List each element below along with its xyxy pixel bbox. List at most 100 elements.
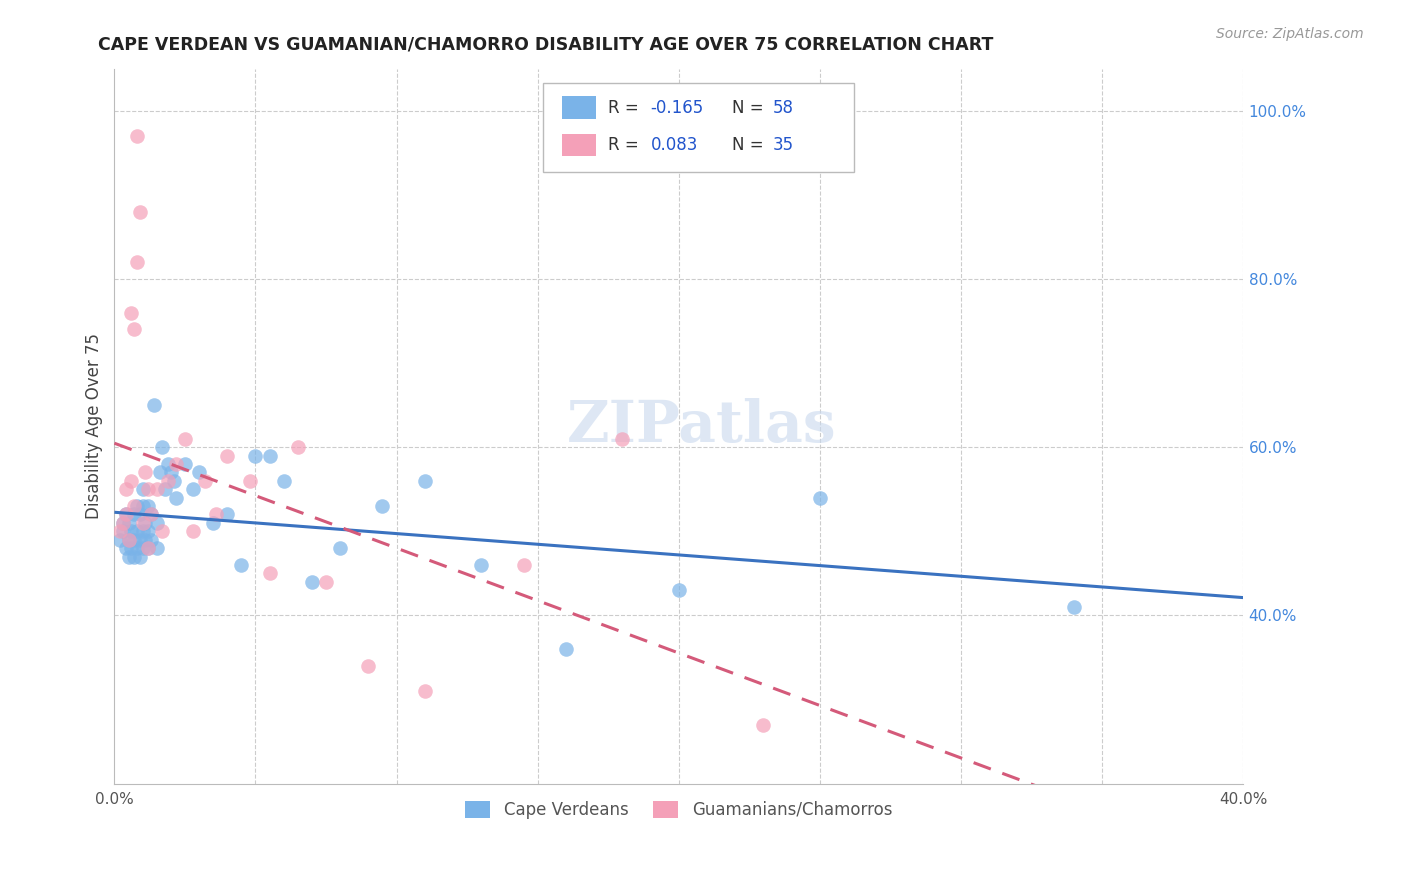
Point: [117, 549, 139, 564]
Point: [134, 533, 156, 547]
Point: [194, 474, 217, 488]
Point: [188, 466, 211, 480]
Point: [145, 541, 167, 556]
Point: [217, 508, 239, 522]
Point: [122, 499, 145, 513]
Point: [134, 466, 156, 480]
Point: [136, 541, 159, 556]
Point: [136, 524, 159, 539]
Point: [153, 482, 176, 496]
Point: [125, 128, 148, 143]
Bar: [562, 134, 596, 156]
Bar: [562, 96, 596, 120]
Text: N =: N =: [731, 99, 769, 117]
Text: Source: ZipAtlas.com: Source: ZipAtlas.com: [1216, 27, 1364, 41]
Point: [128, 204, 150, 219]
Text: 58: 58: [772, 99, 793, 117]
Point: [166, 491, 188, 505]
Text: R =: R =: [607, 136, 644, 154]
Point: [120, 524, 142, 539]
Point: [150, 440, 173, 454]
Point: [128, 533, 150, 547]
Point: [122, 508, 145, 522]
Point: [287, 440, 309, 454]
Point: [117, 533, 139, 547]
Point: [157, 457, 180, 471]
Point: [125, 541, 148, 556]
Text: N =: N =: [731, 136, 769, 154]
Point: [131, 482, 153, 496]
Point: [205, 508, 228, 522]
Point: [259, 566, 281, 581]
Point: [145, 482, 167, 496]
Point: [202, 516, 225, 530]
Point: [371, 499, 394, 513]
Y-axis label: Disability Age Over 75: Disability Age Over 75: [86, 333, 103, 519]
Point: [117, 533, 139, 547]
Point: [122, 549, 145, 564]
Point: [301, 574, 323, 589]
Text: 35: 35: [772, 136, 793, 154]
FancyBboxPatch shape: [543, 83, 853, 172]
Point: [134, 516, 156, 530]
Point: [160, 466, 183, 480]
Text: 0.083: 0.083: [651, 136, 697, 154]
Point: [174, 457, 197, 471]
Point: [120, 541, 142, 556]
Point: [808, 491, 831, 505]
Point: [131, 499, 153, 513]
Point: [668, 583, 690, 598]
Point: [174, 432, 197, 446]
Point: [554, 642, 576, 657]
Point: [142, 398, 165, 412]
Point: [413, 684, 436, 698]
Point: [166, 457, 188, 471]
Point: [512, 558, 534, 572]
Point: [125, 499, 148, 513]
Point: [125, 255, 148, 269]
Point: [111, 516, 134, 530]
Point: [1063, 600, 1085, 615]
Point: [108, 533, 131, 547]
Point: [139, 533, 162, 547]
Point: [145, 516, 167, 530]
Point: [470, 558, 492, 572]
Point: [245, 449, 267, 463]
Point: [111, 524, 134, 539]
Point: [413, 474, 436, 488]
Point: [136, 499, 159, 513]
Point: [259, 449, 281, 463]
Point: [239, 474, 262, 488]
Point: [120, 305, 142, 319]
Point: [163, 474, 186, 488]
Point: [114, 508, 136, 522]
Point: [114, 541, 136, 556]
Point: [357, 659, 380, 673]
Point: [752, 718, 775, 732]
Point: [122, 322, 145, 336]
Text: R =: R =: [607, 99, 644, 117]
Point: [315, 574, 337, 589]
Point: [139, 508, 162, 522]
Point: [136, 482, 159, 496]
Point: [117, 516, 139, 530]
Point: [128, 549, 150, 564]
Point: [114, 482, 136, 496]
Point: [111, 516, 134, 530]
Point: [131, 516, 153, 530]
Point: [612, 432, 634, 446]
Point: [183, 524, 205, 539]
Point: [120, 474, 142, 488]
Point: [148, 466, 170, 480]
Point: [131, 524, 153, 539]
Point: [273, 474, 295, 488]
Point: [125, 524, 148, 539]
Point: [114, 508, 136, 522]
Point: [231, 558, 253, 572]
Point: [157, 474, 180, 488]
Point: [183, 482, 205, 496]
Text: -0.165: -0.165: [651, 99, 704, 117]
Text: ZIPatlas: ZIPatlas: [567, 398, 837, 454]
Point: [329, 541, 352, 556]
Point: [128, 508, 150, 522]
